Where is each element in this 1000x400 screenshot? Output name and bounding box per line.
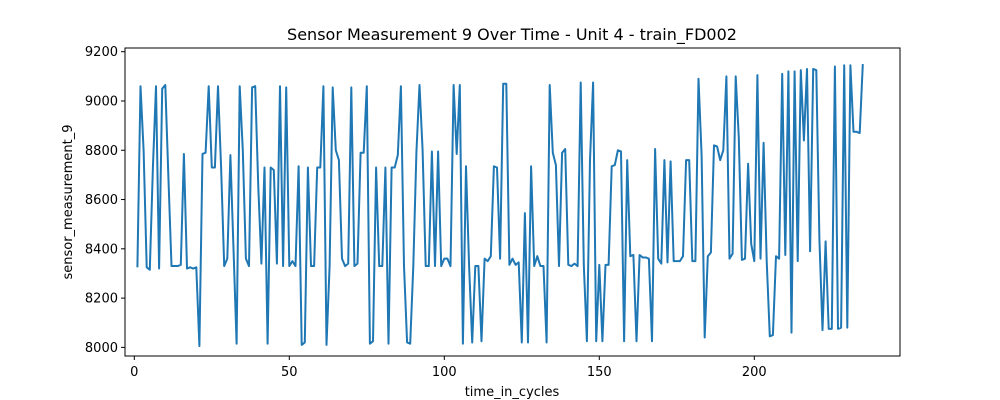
x-tick-label: 0	[130, 365, 138, 380]
x-tick-label: 150	[587, 365, 612, 380]
y-tick-label: 8400	[85, 242, 118, 257]
axes-frame	[124, 47, 901, 357]
y-tick-label: 8600	[85, 193, 118, 208]
chart-title: Sensor Measurement 9 Over Time - Unit 4 …	[287, 25, 737, 45]
y-tick-label: 9200	[85, 45, 118, 60]
x-tick-label: 200	[742, 365, 767, 380]
series-line	[136, 63, 864, 348]
y-tick-label: 9000	[85, 94, 118, 109]
y-tick-label: 8200	[85, 292, 118, 307]
x-axis: 0 50 100 150 200	[130, 356, 767, 380]
x-tick-label: 50	[281, 365, 298, 380]
x-tick-label: 100	[432, 365, 457, 380]
y-tick-label: 8000	[85, 341, 118, 356]
y-axis-label: sensor_measurement_9	[61, 124, 76, 279]
x-axis-label: time_in_cycles	[465, 385, 560, 400]
y-tick-label: 8800	[85, 144, 118, 159]
y-axis: 8000 8200 8400 8600 8800 9000 9200	[85, 45, 125, 356]
plot-area	[136, 63, 864, 348]
